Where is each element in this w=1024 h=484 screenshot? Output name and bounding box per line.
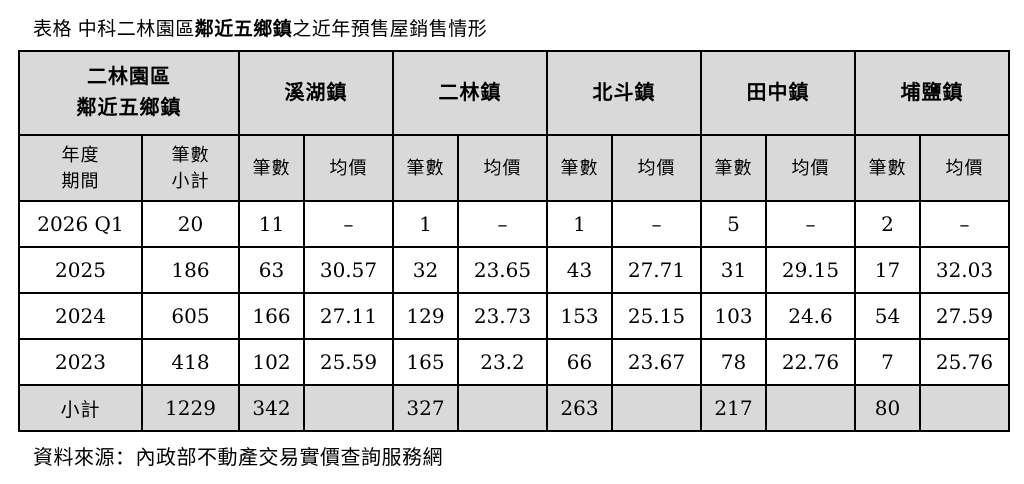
period-cell: 2026 Q1 xyxy=(18,200,143,248)
count-header-xihu: 筆數 xyxy=(238,134,305,202)
price-cell xyxy=(303,384,394,432)
count-cell: 63 xyxy=(238,246,305,294)
price-cell: 25.15 xyxy=(611,292,702,340)
count-cell: 342 xyxy=(238,384,305,432)
count-header-tianzhong: 筆數 xyxy=(700,134,767,202)
subtotal-cell: 186 xyxy=(141,246,240,294)
price-cell: – xyxy=(611,200,702,248)
count-cell: 7 xyxy=(854,338,921,386)
table-row-2025: 2025 186 63 30.57 32 23.65 43 27.71 31 2… xyxy=(18,246,1010,294)
table-title: 表格 中科二林園區鄰近五鄉鎮之近年預售屋銷售情形 xyxy=(0,0,1024,50)
price-cell: 24.6 xyxy=(765,292,856,340)
period-line2: 期間 xyxy=(61,171,100,191)
price-cell xyxy=(919,384,1010,432)
count-cell: 153 xyxy=(546,292,613,340)
town-header-xihu: 溪湖鎮 xyxy=(238,50,394,136)
town-header-erlin: 二林鎮 xyxy=(392,50,548,136)
price-header-erlin: 均價 xyxy=(457,134,548,202)
price-cell: 27.11 xyxy=(303,292,394,340)
period-cell: 2023 xyxy=(18,338,143,386)
sub-header-row: 年度期間 筆數小計 筆數 均價 筆數 均價 筆數 均價 筆數 均價 筆數 均價 xyxy=(18,134,1010,202)
count-cell: 17 xyxy=(854,246,921,294)
price-cell: 23.2 xyxy=(457,338,548,386)
price-cell: 25.76 xyxy=(919,338,1010,386)
price-header-beidou: 均價 xyxy=(611,134,702,202)
price-cell: – xyxy=(919,200,1010,248)
data-source-note: 資料來源：內政部不動產交易實價查詢服務網 xyxy=(33,447,443,469)
count-cell: 2 xyxy=(854,200,921,248)
count-cell: 166 xyxy=(238,292,305,340)
price-header-tianzhong: 均價 xyxy=(765,134,856,202)
count-cell: 327 xyxy=(392,384,459,432)
count-cell: 1 xyxy=(546,200,613,248)
count-cell: 78 xyxy=(700,338,767,386)
price-cell: – xyxy=(765,200,856,248)
price-header-puyan: 均價 xyxy=(919,134,1010,202)
count-cell: 102 xyxy=(238,338,305,386)
count-cell: 43 xyxy=(546,246,613,294)
period-cell: 2024 xyxy=(18,292,143,340)
region-line1: 二林園區 xyxy=(87,66,171,88)
presale-stats-table: 二林園區鄰近五鄉鎮 溪湖鎮 二林鎮 北斗鎮 田中鎮 埔鹽鎮 年度期間 筆數小計 … xyxy=(18,50,1010,432)
count-cell: 103 xyxy=(700,292,767,340)
price-cell xyxy=(611,384,702,432)
table-row-2023: 2023 418 102 25.59 165 23.2 66 23.67 78 … xyxy=(18,338,1010,386)
subtotal-line2: 小計 xyxy=(171,171,210,191)
count-cell: 66 xyxy=(546,338,613,386)
subtotal-header: 筆數 小計 xyxy=(141,134,240,202)
price-cell: 23.65 xyxy=(457,246,548,294)
title-prefix: 表格 中科二林園區 xyxy=(33,19,195,40)
price-cell: 27.59 xyxy=(919,292,1010,340)
price-header-xihu: 均價 xyxy=(303,134,394,202)
price-cell: 30.57 xyxy=(303,246,394,294)
table-row-subtotal: 小計 1229 342 327 263 217 80 xyxy=(18,384,1010,432)
subtotal-total-cell: 1229 xyxy=(141,384,240,432)
subtotal-line1: 筆數 xyxy=(171,144,210,165)
count-header-erlin: 筆數 xyxy=(392,134,459,202)
subtotal-cell: 605 xyxy=(141,292,240,340)
town-header-tianzhong: 田中鎮 xyxy=(700,50,856,136)
count-cell: 80 xyxy=(854,384,921,432)
price-cell: 25.59 xyxy=(303,338,394,386)
count-cell: 129 xyxy=(392,292,459,340)
region-group-header: 二林園區 鄰近五鄉鎮 xyxy=(18,50,240,136)
subtotal-cell: 418 xyxy=(141,338,240,386)
price-cell: 23.67 xyxy=(611,338,702,386)
count-cell: 11 xyxy=(238,200,305,248)
count-cell: 165 xyxy=(392,338,459,386)
count-cell: 217 xyxy=(700,384,767,432)
price-cell: 29.15 xyxy=(765,246,856,294)
price-cell: – xyxy=(457,200,548,248)
subtotal-label-cell: 小計 xyxy=(18,384,143,432)
price-cell: 23.73 xyxy=(457,292,548,340)
price-cell: 32.03 xyxy=(919,246,1010,294)
price-cell xyxy=(457,384,548,432)
count-cell: 263 xyxy=(546,384,613,432)
period-header: 年度 期間 xyxy=(18,134,143,202)
period-cell: 2025 xyxy=(18,246,143,294)
table-row-2024: 2024 605 166 27.11 129 23.73 153 25.15 1… xyxy=(18,292,1010,340)
period-line1: 年度 xyxy=(61,144,100,165)
price-cell xyxy=(765,384,856,432)
title-suffix: 之近年預售屋銷售情形 xyxy=(292,19,488,40)
count-cell: 54 xyxy=(854,292,921,340)
count-cell: 5 xyxy=(700,200,767,248)
price-cell: 27.71 xyxy=(611,246,702,294)
title-emphasis: 鄰近五鄉鎮 xyxy=(194,19,293,40)
subtotal-cell: 20 xyxy=(141,200,240,248)
count-header-puyan: 筆數 xyxy=(854,134,921,202)
count-cell: 31 xyxy=(700,246,767,294)
price-cell: – xyxy=(303,200,394,248)
group-header-row: 二林園區鄰近五鄉鎮 溪湖鎮 二林鎮 北斗鎮 田中鎮 埔鹽鎮 xyxy=(18,50,1010,136)
town-header-beidou: 北斗鎮 xyxy=(546,50,702,136)
price-cell: 22.76 xyxy=(765,338,856,386)
count-header-beidou: 筆數 xyxy=(546,134,613,202)
count-cell: 32 xyxy=(392,246,459,294)
count-cell: 1 xyxy=(392,200,459,248)
region-line2: 鄰近五鄉鎮 xyxy=(76,97,182,119)
table-row-2026q1: 2026 Q1 20 11 – 1 – 1 – 5 – 2 – xyxy=(18,200,1010,248)
town-header-puyan: 埔鹽鎮 xyxy=(854,50,1010,136)
